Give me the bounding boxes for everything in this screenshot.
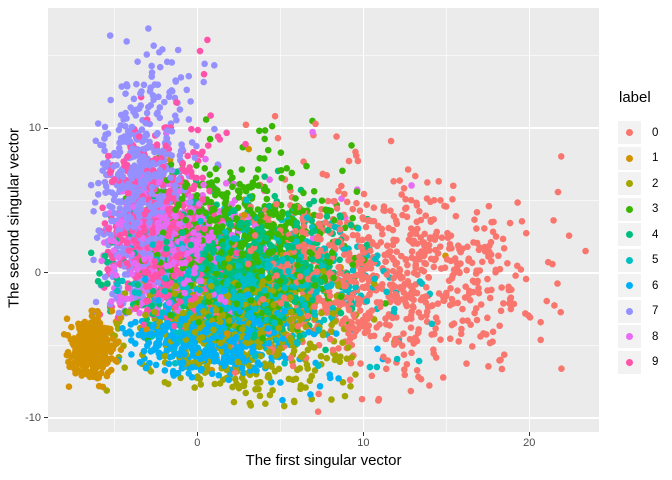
- legend: label 0 1 2 3 4 5 6 7 8 9: [614, 90, 658, 376]
- legend-item: 7: [614, 299, 659, 323]
- y-tick-label: -10: [25, 411, 41, 424]
- legend-key: [618, 223, 641, 246]
- legend-key: [618, 121, 641, 144]
- legend-item: 5: [614, 248, 659, 272]
- legend-key: [618, 248, 641, 272]
- legend-point-icon: [626, 333, 633, 340]
- legend-title: label: [619, 89, 651, 106]
- legend-item-label: 6: [652, 279, 659, 292]
- legend-key: [618, 197, 641, 221]
- x-axis-title: The first singular vector: [245, 452, 402, 469]
- legend-item: 9: [614, 350, 659, 374]
- legend-item-label: 2: [652, 177, 659, 190]
- legend-point-icon: [626, 180, 633, 187]
- y-tick-label: 10: [28, 122, 41, 135]
- plot-panel: [48, 8, 599, 432]
- x-tick-mark: [362, 432, 364, 436]
- legend-point-icon: [626, 154, 633, 162]
- legend-item: 8: [614, 325, 658, 348]
- legend-point-icon: [626, 358, 633, 366]
- legend-item-label: 4: [652, 228, 659, 241]
- legend-key: [618, 325, 641, 348]
- legend-item: 6: [614, 274, 658, 297]
- legend-point-icon: [626, 231, 633, 238]
- y-tick-mark: [44, 127, 48, 129]
- legend-point-icon: [626, 129, 633, 136]
- legend-item: 2: [614, 172, 658, 195]
- legend-item-label: 0: [652, 126, 659, 139]
- legend-key: [618, 299, 641, 323]
- y-tick-mark: [44, 417, 48, 419]
- legend-point-icon: [626, 307, 633, 315]
- x-tick-mark: [196, 432, 198, 436]
- x-tick-mark: [528, 432, 530, 436]
- legend-item: 3: [614, 197, 659, 221]
- legend-point-icon: [626, 282, 633, 289]
- legend-item-label: 9: [652, 356, 659, 368]
- legend-item: 1: [614, 146, 659, 170]
- legend-key: [618, 172, 641, 195]
- legend-item: 0: [614, 121, 658, 144]
- legend-item-label: 5: [652, 254, 659, 266]
- y-axis-title: The second singular vector: [5, 127, 23, 309]
- legend-item: 4: [614, 223, 658, 246]
- legend-item-label: 7: [652, 305, 659, 317]
- scatter-points-canvas: [48, 8, 599, 432]
- legend-items: 0 1 2 3 4 5 6 7 8 9: [614, 121, 658, 374]
- y-tick-mark: [44, 272, 48, 274]
- legend-key: [618, 274, 641, 297]
- legend-item-label: 1: [652, 152, 659, 164]
- legend-key: [618, 146, 641, 170]
- y-tick-label: 0: [34, 266, 41, 279]
- legend-item-label: 8: [652, 330, 659, 343]
- x-tick-label: 10: [357, 437, 370, 449]
- legend-point-icon: [626, 205, 633, 213]
- x-tick-label: 20: [523, 437, 536, 449]
- legend-item-label: 3: [652, 203, 659, 215]
- legend-key: [618, 350, 641, 374]
- legend-point-icon: [626, 256, 633, 264]
- x-tick-label: 0: [194, 437, 201, 449]
